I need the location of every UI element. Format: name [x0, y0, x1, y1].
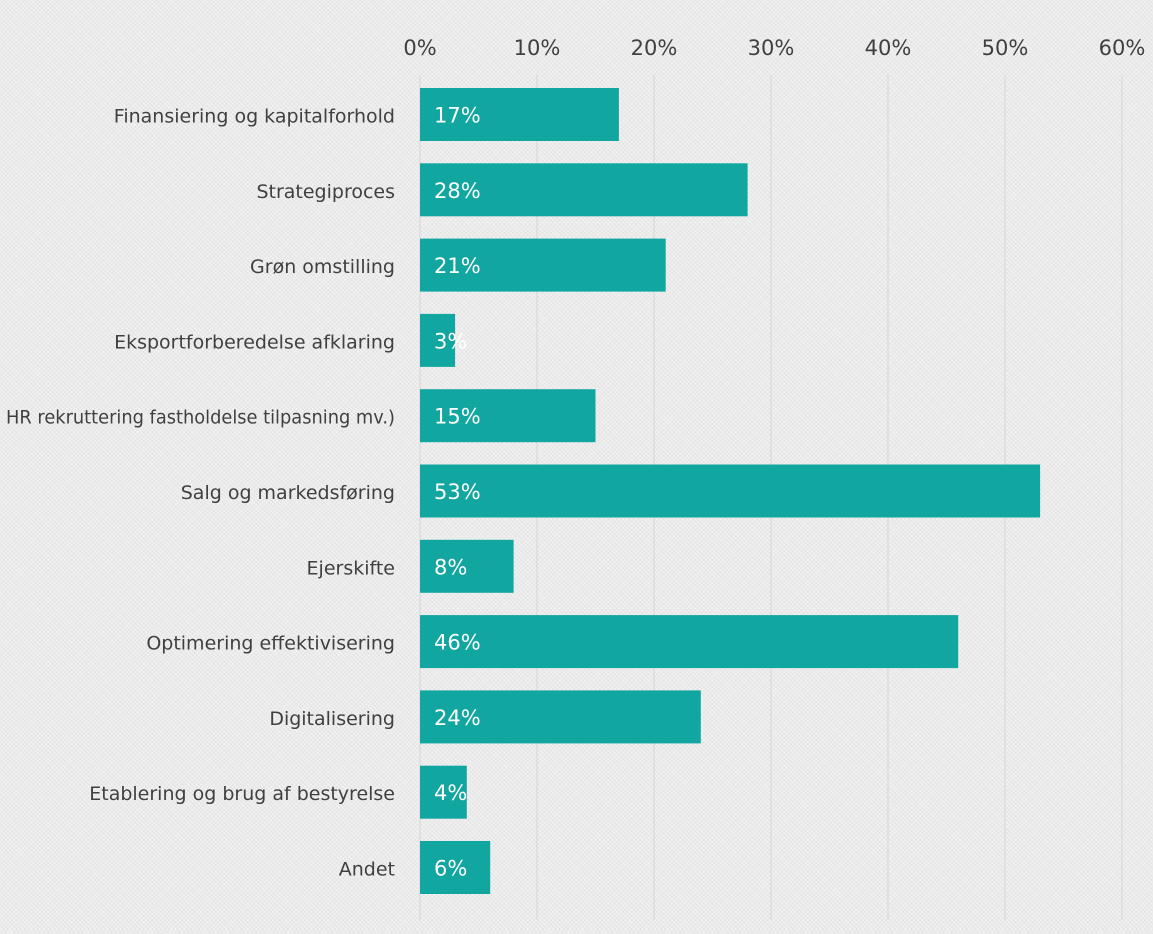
bar — [420, 841, 491, 894]
bar — [420, 88, 619, 141]
bar-data-label: 15% — [434, 405, 481, 429]
category-label: Optimering effektivisering — [146, 633, 395, 655]
category-label: Strategiproces — [256, 181, 395, 203]
bar — [420, 238, 666, 292]
bar-data-label: 6% — [434, 857, 467, 881]
category-label: Ejerskifte — [307, 557, 395, 579]
bar-data-label: 24% — [434, 706, 481, 730]
category-label: Grøn omstilling — [250, 256, 395, 278]
category-label: Digitalisering — [269, 708, 395, 730]
category-label: Etablering og brug af bestyrelse — [89, 783, 395, 805]
bar — [420, 464, 1041, 518]
category-labels: Finansiering og kapitalforhold Strategipr… — [6, 106, 395, 881]
bar — [420, 313, 456, 367]
category-label: HR rekruttering fastholdelse tilpasning … — [6, 407, 395, 429]
bar-data-label: 21% — [434, 254, 481, 278]
x-tick-label: 0% — [403, 36, 436, 60]
bar — [420, 389, 596, 443]
x-tick-label: 40% — [865, 36, 912, 60]
x-tick-label: 30% — [748, 36, 795, 60]
bar — [420, 615, 959, 669]
x-tick-label: 20% — [631, 36, 678, 60]
category-label: Finansiering og kapitalforhold — [114, 106, 395, 128]
category-label: Andet — [339, 859, 395, 881]
category-label: Eksportforberedelse afklaring — [114, 331, 395, 353]
bar-data-label: 8% — [434, 555, 467, 579]
x-tick-label: 50% — [982, 36, 1029, 60]
bar-data-label: 53% — [434, 480, 481, 504]
x-tick-label: 60% — [1099, 36, 1146, 60]
bar-data-label: 4% — [434, 781, 467, 805]
x-axis-ticks: 0% 10% 20% 30% 40% 50% 60% — [403, 36, 1145, 60]
bar — [420, 163, 748, 217]
x-tick-label: 10% — [514, 36, 561, 60]
bars: 17% 28% 21% 3% 15% 53% 8% 46% 24% 4% 6% — [420, 88, 1041, 894]
bar-data-label: 46% — [434, 631, 481, 655]
category-label: Salg og markedsføring — [181, 482, 395, 504]
bar — [420, 690, 701, 744]
bar-data-label: 17% — [434, 104, 481, 128]
bar-data-label: 3% — [434, 329, 467, 353]
bar — [420, 539, 514, 593]
bar — [420, 765, 467, 819]
bar-data-label: 28% — [434, 179, 481, 203]
